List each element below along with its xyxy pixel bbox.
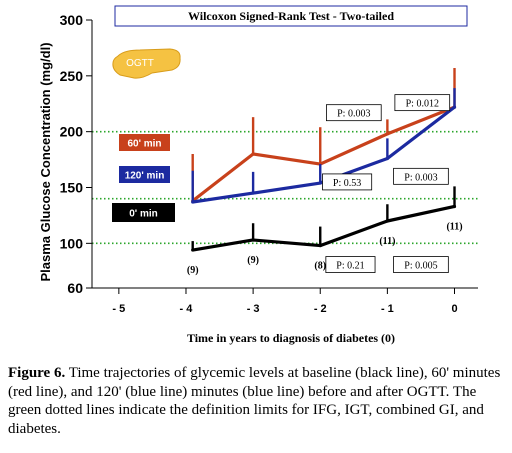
glucose-trajectory-chart: 60 100 150 200 250 300 - 5 - 4 - 3 - 2 - 1 0 P: 0.… bbox=[38, 5, 478, 345]
p-value-label: P: 0.005 bbox=[404, 261, 437, 272]
data-point bbox=[251, 238, 255, 242]
data-point bbox=[385, 156, 389, 161]
data-point bbox=[318, 243, 322, 248]
legend-tag-min0 bbox=[112, 203, 175, 222]
data-point bbox=[452, 204, 457, 209]
x-tick-label: - 3 bbox=[247, 303, 260, 315]
sample-size-label: (9) bbox=[247, 255, 259, 266]
p-value-label: P: 0.012 bbox=[406, 99, 439, 110]
sample-size-label: (8) bbox=[314, 261, 326, 272]
data-point bbox=[191, 200, 195, 204]
x-axis-label: Time in years to diagnosis of diabetes (… bbox=[187, 331, 395, 345]
p-value-box bbox=[393, 256, 449, 273]
y-tick-label: 150 bbox=[60, 180, 84, 196]
x-tick-label: - 4 bbox=[180, 303, 194, 315]
figure-caption-label: Figure 6. bbox=[8, 365, 66, 381]
p-value-label: P: 0.003 bbox=[404, 172, 437, 183]
p-value-box bbox=[393, 167, 449, 185]
data-point bbox=[385, 219, 389, 223]
ogtt-badge bbox=[112, 48, 181, 79]
data-point bbox=[318, 181, 322, 185]
y-tick-label: 200 bbox=[60, 124, 84, 140]
data-point bbox=[452, 105, 457, 109]
p-value-box bbox=[326, 104, 382, 122]
y-tick-label: 300 bbox=[60, 12, 84, 28]
chart-title-box bbox=[114, 5, 468, 27]
x-tick-label: 0 bbox=[451, 303, 457, 315]
p-value-box bbox=[322, 173, 373, 191]
y-tick-label: 250 bbox=[60, 68, 84, 84]
p-value-box bbox=[325, 256, 376, 273]
y-tick-label: 60 bbox=[67, 280, 83, 296]
sample-size-label: (9) bbox=[187, 265, 199, 276]
data-point bbox=[191, 248, 195, 252]
legend-tag-label: 60' min bbox=[127, 139, 161, 150]
figure-caption: Figure 6. Time trajectories of glycemic … bbox=[8, 364, 504, 438]
data-point bbox=[385, 132, 389, 136]
figure-caption-text: Time trajectories of glycemic levels at … bbox=[8, 365, 501, 437]
legend-tag-min120 bbox=[119, 166, 170, 183]
ogtt-label: OGTT bbox=[126, 58, 154, 69]
chart-title: Wilcoxon Signed-Rank Test - Two-tailed bbox=[188, 9, 394, 23]
x-tick-label: - 2 bbox=[314, 303, 327, 315]
sample-size-label: (11) bbox=[379, 236, 395, 247]
y-tick-label: 100 bbox=[60, 235, 84, 251]
data-point bbox=[251, 152, 255, 156]
legend-tag-label: 120' min bbox=[125, 171, 165, 182]
p-value-label: P: 0.003 bbox=[337, 109, 370, 120]
p-value-label: P: 0.53 bbox=[333, 178, 361, 189]
series-line bbox=[192, 204, 455, 252]
sample-size-label: (11) bbox=[446, 221, 462, 232]
x-tick-label: - 5 bbox=[112, 303, 125, 315]
p-value-box bbox=[394, 94, 451, 112]
legend-tag-label: 0' min bbox=[129, 209, 158, 220]
p-value-label: P: 0.21 bbox=[336, 261, 364, 272]
y-axis-label: Plasma Glucose Concentration (mg/dl) bbox=[38, 42, 53, 281]
data-point bbox=[251, 191, 255, 195]
legend-tag-min60 bbox=[119, 134, 170, 151]
x-tick-label: - 1 bbox=[381, 303, 394, 315]
